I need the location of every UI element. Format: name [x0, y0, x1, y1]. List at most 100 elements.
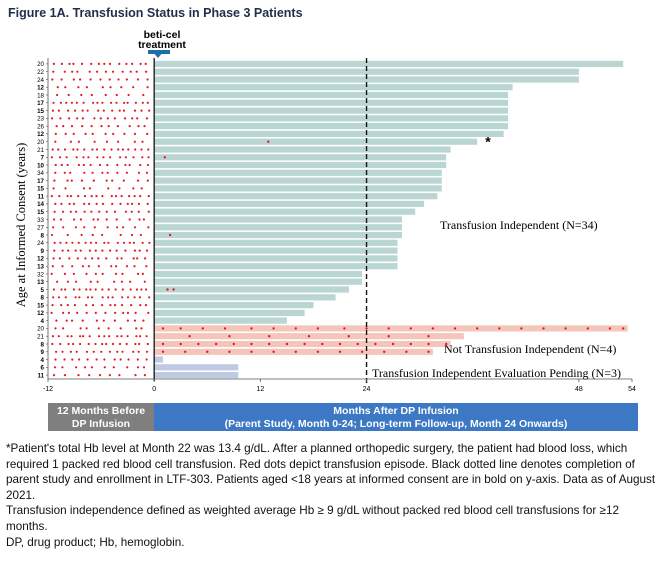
pre-transfusion-dot [116, 171, 119, 174]
patient-bar [154, 372, 239, 379]
pre-transfusion-dot [119, 327, 122, 330]
pre-transfusion-dot [141, 156, 144, 159]
pre-transfusion-dot [80, 179, 83, 182]
pre-transfusion-dot [103, 241, 106, 244]
pre-transfusion-dot [138, 342, 141, 346]
pre-transfusion-dot [79, 249, 82, 252]
pre-transfusion-dot [136, 272, 140, 275]
pre-transfusion-dot [80, 62, 84, 65]
pre-transfusion-dot [64, 187, 67, 190]
post-transfusion-dot [268, 342, 271, 346]
post-transfusion-dot [427, 335, 430, 338]
pre-transfusion-dot [108, 62, 112, 65]
x-tick-label: 48 [575, 386, 583, 393]
pre-transfusion-dot [82, 156, 85, 159]
post-transfusion-dot [343, 327, 346, 330]
pre-transfusion-dot [146, 163, 149, 167]
pre-transfusion-dot [73, 304, 76, 307]
pre-transfusion-dot [88, 374, 91, 377]
pre-transfusion-dot [89, 241, 93, 244]
x-tick-label: 12 [257, 386, 265, 393]
pre-transfusion-dot [146, 86, 149, 89]
pre-transfusion-dot [51, 335, 55, 338]
pre-transfusion-dot [123, 101, 126, 104]
post-transfusion-dot [622, 327, 625, 330]
pre-transfusion-dot [83, 366, 87, 369]
age-tick-label: 15 [37, 108, 44, 115]
post-transfusion-dot [214, 342, 218, 346]
pre-transfusion-dot [61, 350, 64, 353]
pre-transfusion-dot [104, 93, 107, 97]
age-tick-label: 33 [37, 217, 44, 224]
post-transfusion-dot [316, 327, 320, 330]
pre-transfusion-dot [101, 195, 104, 198]
pre-transfusion-dot [87, 156, 90, 159]
patient-bar [154, 302, 314, 309]
pre-transfusion-dot [101, 249, 104, 252]
pre-transfusion-dot [140, 148, 143, 151]
pre-transfusion-dot [56, 93, 59, 97]
pre-transfusion-dot [124, 163, 127, 167]
pre-transfusion-dot [118, 187, 121, 190]
patient-bar [154, 84, 513, 91]
pre-transfusion-dot [85, 288, 88, 291]
pre-transfusion-dot [118, 342, 122, 346]
patient-bar [154, 154, 447, 161]
pre-transfusion-dot [116, 350, 119, 353]
pre-transfusion-dot [50, 311, 53, 314]
pre-transfusion-dot [72, 272, 75, 275]
age-tick-label: 17 [37, 100, 44, 107]
post-transfusion-dot [542, 327, 545, 330]
pre-transfusion-dot [101, 202, 104, 205]
pre-transfusion-dot [138, 249, 141, 252]
x-tick-label: 0 [152, 386, 156, 393]
pre-transfusion-dot [126, 335, 129, 338]
pre-transfusion-dot [136, 257, 139, 260]
post-transfusion-dot [307, 335, 311, 338]
pre-transfusion-dot [67, 109, 70, 112]
pre-transfusion-dot [143, 374, 146, 377]
pre-transfusion-dot [120, 257, 123, 260]
age-tick-label: 21 [37, 334, 44, 341]
pre-transfusion-dot [69, 171, 72, 174]
pre-transfusion-dot [109, 86, 112, 89]
post-transfusion-dot [453, 327, 457, 330]
age-tick-label: 9 [41, 248, 45, 255]
pre-transfusion-dot [110, 195, 113, 198]
pre-transfusion-dot [115, 249, 118, 252]
pre-transfusion-dot [144, 62, 147, 65]
pre-transfusion-dot [57, 296, 61, 299]
patient-bar [154, 91, 509, 99]
pre-transfusion-dot [125, 265, 129, 268]
post-transfusion-dot [586, 327, 589, 330]
age-tick-label: 7 [41, 155, 45, 162]
pre-transfusion-dot [110, 101, 113, 104]
patient-bar [154, 177, 442, 184]
pre-transfusion-dot [105, 179, 108, 182]
pre-transfusion-dot [148, 109, 151, 112]
pre-transfusion-dot [95, 358, 98, 361]
pre-transfusion-dot [96, 156, 99, 159]
pre-transfusion-dot [111, 70, 115, 73]
pre-transfusion-dot [102, 156, 105, 159]
pre-transfusion-dot [63, 374, 67, 377]
pre-transfusion-dot [90, 125, 93, 128]
patient-bar [154, 309, 305, 316]
pre-transfusion-dot [145, 70, 148, 73]
pre-transfusion-dot [126, 101, 129, 104]
pre-transfusion-dot [115, 218, 118, 221]
pre-transfusion-dot [53, 249, 56, 252]
pre-transfusion-dot [91, 296, 94, 299]
pre-transfusion-dot [70, 179, 73, 182]
pre-transfusion-dot [134, 374, 137, 377]
pre-transfusion-dot [139, 163, 142, 167]
patient-bar [154, 123, 509, 130]
pre-transfusion-dot [128, 218, 131, 221]
pre-transfusion-dot [121, 350, 124, 353]
pre-transfusion-dot [122, 109, 126, 112]
pre-transfusion-dot [59, 342, 62, 346]
pre-transfusion-dot [93, 140, 96, 143]
pre-transfusion-dot [127, 358, 130, 361]
post-transfusion-dot [356, 342, 359, 346]
pre-transfusion-dot [121, 272, 124, 275]
